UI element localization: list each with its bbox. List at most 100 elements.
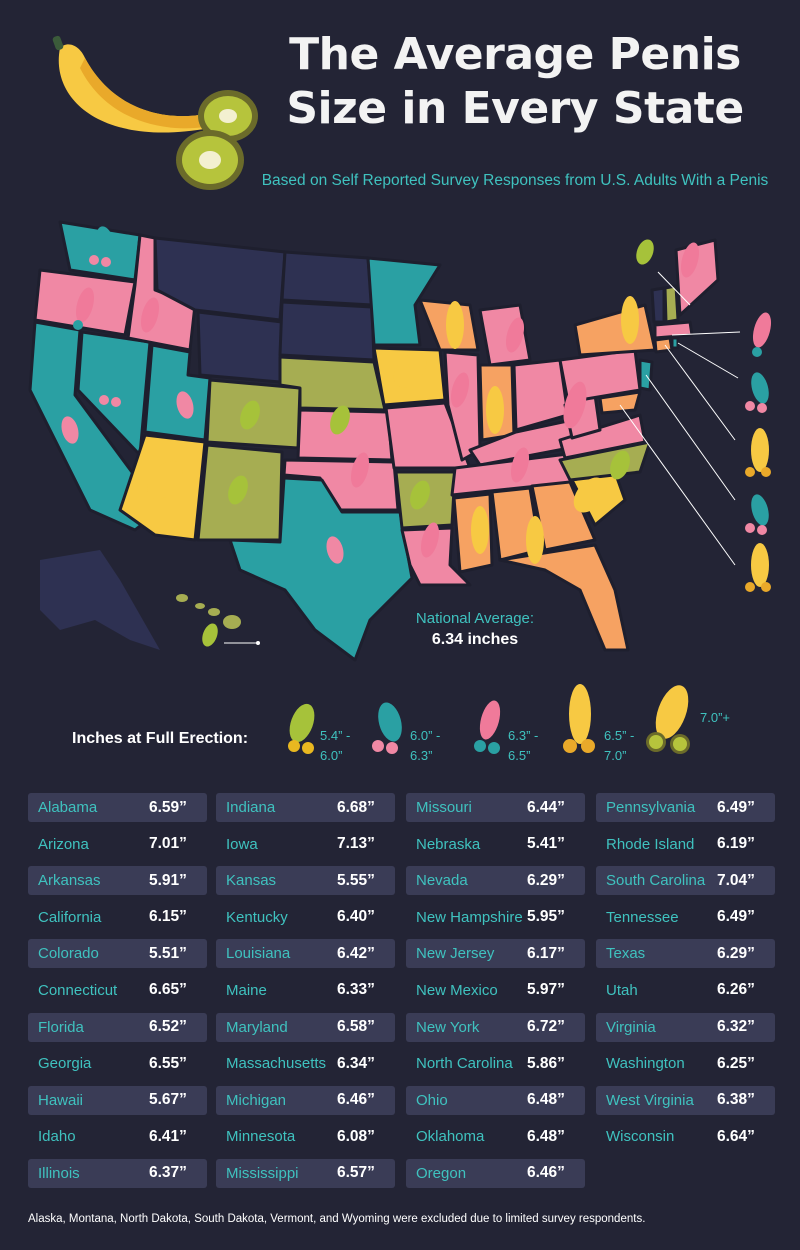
state-name: Wisconsin bbox=[606, 1128, 675, 1146]
table-row: California 6.15” bbox=[28, 903, 207, 932]
state-value: 7.13” bbox=[337, 835, 375, 853]
state-utah bbox=[143, 343, 212, 442]
legend-range-line-1: 7.0”+ bbox=[700, 710, 730, 725]
state-name: Virginia bbox=[606, 1018, 656, 1036]
state-name: North Carolina bbox=[416, 1055, 513, 1073]
state-name: Nevada bbox=[416, 872, 468, 890]
eggplant-icon bbox=[391, 281, 409, 309]
state-name: Florida bbox=[38, 1018, 84, 1036]
table-row: Indiana 6.68” bbox=[216, 793, 395, 822]
table-row: Georgia 6.55” bbox=[28, 1049, 207, 1078]
state-value: 6.49” bbox=[717, 798, 755, 816]
state-name: Indiana bbox=[226, 799, 276, 816]
legend-title: Inches at Full Erection: bbox=[72, 730, 249, 747]
us-map bbox=[28, 220, 772, 662]
table-row: Michigan 6.46” bbox=[216, 1085, 395, 1115]
callout-icons bbox=[745, 312, 772, 592]
state-new-hampshire bbox=[663, 284, 680, 324]
national-average-value: 6.34 inches bbox=[431, 631, 519, 648]
pepper-icon bbox=[474, 700, 501, 754]
state-montana bbox=[153, 236, 287, 322]
pickle-icon bbox=[240, 400, 260, 430]
table-row: Iowa 7.13” bbox=[216, 830, 395, 859]
state-name: Pennsylvania bbox=[606, 799, 696, 816]
state-value: 5.67” bbox=[149, 1091, 187, 1109]
state-nebraska bbox=[278, 355, 387, 412]
pepper-icon bbox=[752, 312, 772, 357]
banana-kiwi-logo bbox=[52, 35, 258, 190]
legend-range-line-1: 6.3” - bbox=[508, 728, 539, 743]
state-name: Arizona bbox=[38, 835, 89, 853]
state-name: South Carolina bbox=[606, 872, 706, 890]
state-vermont bbox=[650, 286, 666, 324]
pepper-icon bbox=[510, 447, 530, 483]
legend-range: 5.4” - 6.0” bbox=[320, 726, 350, 766]
table-row: Kentucky 6.40” bbox=[216, 903, 395, 932]
banana-icon bbox=[147, 460, 183, 500]
state-value: 5.86” bbox=[527, 1054, 565, 1072]
national-average: National Average: 6.34 inches bbox=[400, 610, 550, 649]
eggplant-icon bbox=[176, 391, 194, 419]
state-name: Mississippi bbox=[226, 1164, 299, 1182]
state-value: 5.51” bbox=[149, 944, 187, 962]
pickle-icon bbox=[330, 405, 350, 435]
table-row: Oklahoma 6.48” bbox=[406, 1122, 585, 1151]
table-row: Utah 6.26” bbox=[596, 976, 775, 1005]
pickle-icon bbox=[202, 623, 218, 647]
state-value: 6.19” bbox=[717, 835, 755, 853]
state-connecticut bbox=[653, 336, 674, 354]
table-row: Nevada 6.29” bbox=[406, 866, 585, 896]
legend-range-line-1: 6.0” - bbox=[410, 728, 441, 743]
corn-icon bbox=[621, 296, 639, 344]
state-name: Rhode Island bbox=[606, 835, 695, 853]
pepper-icon bbox=[420, 522, 440, 558]
state-value: 6.42” bbox=[337, 944, 375, 962]
legend-range-line-2: 6.0” bbox=[320, 748, 343, 763]
state-value: 6.17” bbox=[527, 944, 565, 962]
state-name: Maine bbox=[226, 981, 267, 999]
banana-icon bbox=[573, 477, 607, 513]
state-name: New Jersey bbox=[416, 945, 495, 963]
state-name: Missouri bbox=[416, 799, 472, 816]
title-line-2: Size in Every State bbox=[286, 83, 744, 134]
state-value: 6.59” bbox=[149, 798, 187, 816]
subtitle: Based on Self Reported Survey Responses … bbox=[261, 172, 769, 189]
table-row: Wisconsin 6.64” bbox=[596, 1122, 775, 1151]
table-row: Oregon 6.46” bbox=[406, 1158, 585, 1188]
state-name: Oklahoma bbox=[416, 1128, 485, 1146]
state-value: 6.26” bbox=[717, 981, 755, 999]
state-name: Massachusetts bbox=[226, 1055, 327, 1073]
legend-range: 7.0”+ bbox=[700, 708, 730, 728]
state-north-dakota bbox=[280, 250, 374, 307]
state-value: 6.46” bbox=[337, 1091, 375, 1109]
table-row: Missouri 6.44” bbox=[406, 793, 585, 822]
corn-icon bbox=[486, 386, 504, 434]
state-name: Iowa bbox=[226, 835, 258, 853]
map-icons bbox=[61, 226, 700, 647]
state-name: West Virginia bbox=[606, 1091, 694, 1109]
state-name: Idaho bbox=[38, 1128, 76, 1146]
state-name: Illinois bbox=[38, 1164, 80, 1182]
legend: Inches at Full Erection: 5.4” - 6.0” 6.0… bbox=[0, 680, 800, 770]
state-name: Kentucky bbox=[226, 908, 288, 926]
legend-range: 6.0” - 6.3” bbox=[410, 726, 440, 766]
state-name: Washington bbox=[606, 1055, 685, 1073]
table-row: Pennsylvania 6.49” bbox=[596, 793, 775, 822]
state-south-dakota bbox=[278, 300, 376, 362]
table-row: Louisiana 6.42” bbox=[216, 939, 395, 969]
state-hawaii bbox=[176, 594, 241, 629]
state-name: Kansas bbox=[226, 872, 277, 890]
state-rhode-island bbox=[670, 336, 680, 350]
state-value: 5.97” bbox=[527, 981, 565, 999]
legend-range: 6.5” - 7.0” bbox=[604, 726, 634, 766]
table-row: New Jersey 6.17” bbox=[406, 939, 585, 969]
pepper-icon bbox=[505, 317, 525, 353]
state-louisiana bbox=[400, 526, 472, 587]
state-name: New Mexico bbox=[416, 981, 498, 999]
footnote: Alaska, Montana, North Dakota, South Dak… bbox=[28, 1213, 646, 1225]
eggplant-icon bbox=[326, 536, 344, 564]
corn-icon bbox=[471, 506, 489, 554]
state-name: Minnesota bbox=[226, 1128, 296, 1146]
corn-icon bbox=[563, 684, 595, 753]
state-new-york bbox=[573, 303, 657, 357]
